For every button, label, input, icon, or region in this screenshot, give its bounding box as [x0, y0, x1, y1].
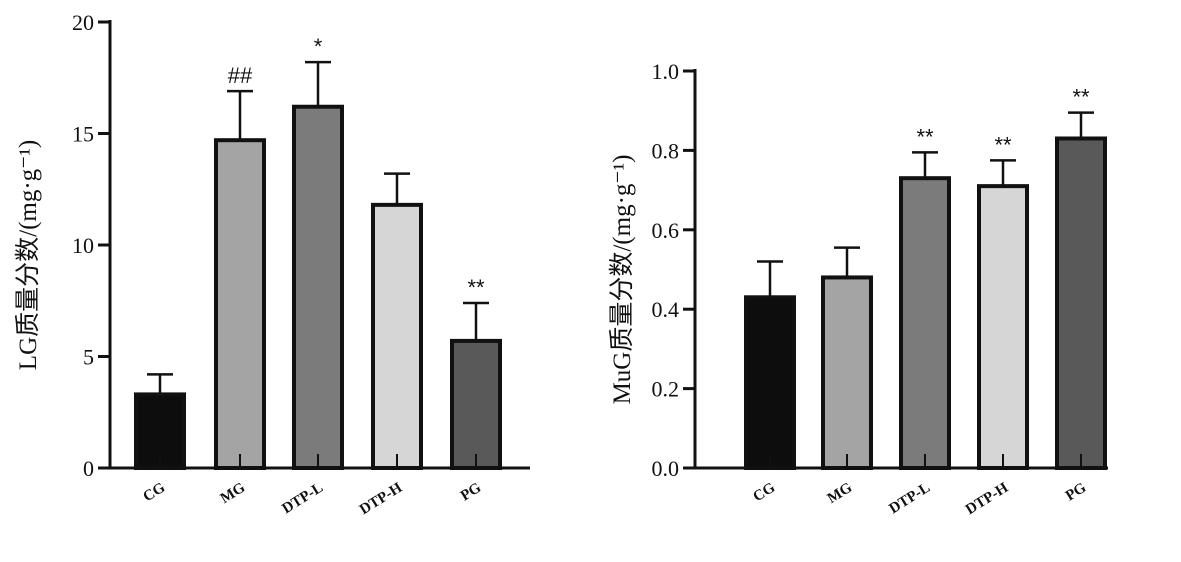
significance-mark: ## [228, 63, 253, 88]
y-axis-label: LG质量分数/(mg·g⁻¹) [14, 140, 42, 370]
y-tick-label: 10 [72, 233, 94, 258]
chart-mug: 0.0 0.2 0.4 0.6 0.8 1.0 MuG质量分数/(mg·g⁻¹) CG MG **… [608, 59, 1108, 518]
y-tick-label: 0.4 [652, 297, 680, 322]
bar [214, 138, 266, 470]
y-tick-label: 20 [72, 10, 94, 35]
category-label: DTP-H [357, 480, 405, 518]
y-tick-label: 0.8 [652, 138, 680, 163]
category-label: CG [751, 480, 779, 506]
y-tick-label: 15 [72, 122, 94, 147]
chart-lg: 0 5 10 15 20 LG质量分数/(mg·g⁻¹) CG ## MG * DTP-L DTP-H… [14, 10, 530, 518]
bar [371, 202, 423, 471]
y-tick-label: 1.0 [652, 59, 680, 84]
category-label: MG [825, 480, 856, 507]
category-label: DTP-L [279, 480, 326, 517]
y-tick-label: 0.2 [652, 377, 680, 402]
significance-mark: ** [994, 132, 1012, 157]
significance-mark: * [314, 34, 323, 59]
bar [744, 295, 796, 471]
y-tick-label: 5 [83, 345, 94, 370]
significance-mark: ** [467, 275, 485, 300]
category-label: DTP-L [886, 480, 933, 517]
category-label: CG [141, 480, 169, 506]
category-label: MG [218, 480, 249, 507]
bar [1055, 136, 1107, 471]
category-label: PG [458, 480, 484, 505]
bar [292, 104, 344, 471]
bar [450, 338, 502, 471]
bar [977, 184, 1029, 470]
y-axis-label: MuG质量分数/(mg·g⁻¹) [608, 155, 636, 405]
category-label: DTP-H [963, 480, 1011, 518]
y-tick-label: 0 [83, 456, 94, 481]
bar [899, 176, 951, 470]
category-label: PG [1063, 480, 1089, 505]
bar [821, 275, 873, 470]
significance-mark: ** [916, 124, 934, 149]
significance-mark: ** [1072, 85, 1090, 110]
y-tick-label: 0.0 [652, 456, 680, 481]
y-tick-label: 0.6 [652, 218, 680, 243]
